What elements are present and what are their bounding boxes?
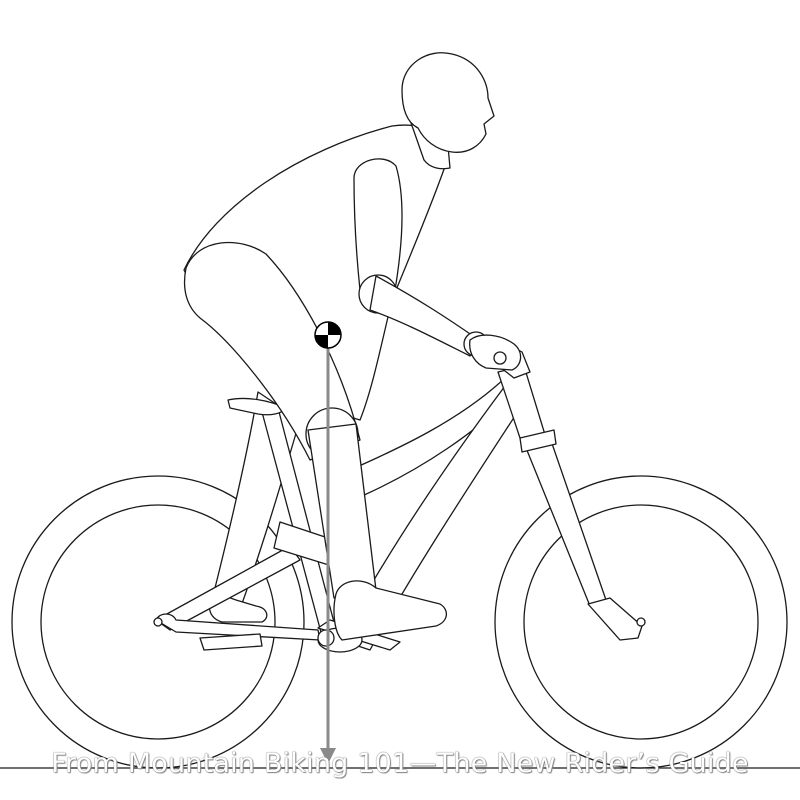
head (401, 52, 495, 170)
center-of-mass-icon (314, 321, 342, 349)
rear-wheel (11, 475, 305, 769)
arm (353, 158, 522, 371)
near-leg (307, 423, 447, 641)
figure-caption: From Mountain Biking 101—The New Rider’s… (51, 748, 749, 779)
front-wheel (494, 475, 788, 769)
bike-frame (153, 348, 646, 653)
center-of-mass-line (320, 346, 336, 764)
